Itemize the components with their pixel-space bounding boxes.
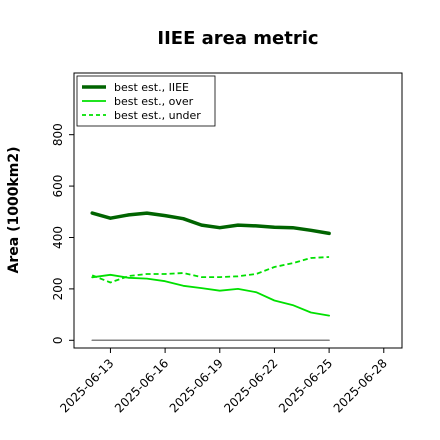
legend-label: best est., IIEE bbox=[114, 81, 189, 94]
x-tick-label: 2025-06-25 bbox=[276, 356, 335, 415]
plot-area bbox=[73, 72, 403, 349]
series-line-best-est-iiee bbox=[90, 211, 331, 236]
x-tick-label: 2025-06-28 bbox=[331, 356, 390, 415]
y-axis-label: Area (1000km2) bbox=[6, 147, 22, 274]
series-line-best-est-over bbox=[91, 273, 331, 317]
chart-title: IIEE area metric bbox=[157, 28, 318, 49]
y-tick-label: 400 bbox=[51, 226, 65, 249]
y-tick-label: 800 bbox=[51, 123, 65, 146]
legend-label: best est., over bbox=[114, 95, 194, 108]
legend-label: best est., under bbox=[114, 109, 201, 122]
x-tick-label: 2025-06-22 bbox=[221, 356, 280, 415]
x-tick-label: 2025-06-19 bbox=[167, 356, 226, 415]
y-tick-label: 0 bbox=[51, 336, 65, 344]
axis-ticks: 02004006008002025-06-132025-06-162025-06… bbox=[51, 123, 390, 415]
x-tick-label: 2025-06-13 bbox=[57, 356, 116, 415]
y-tick-label: 200 bbox=[51, 277, 65, 300]
series-line-best-est-under bbox=[91, 256, 330, 284]
y-tick-label: 600 bbox=[51, 175, 65, 198]
series-lines bbox=[90, 211, 331, 342]
x-tick-label: 2025-06-16 bbox=[112, 356, 171, 415]
